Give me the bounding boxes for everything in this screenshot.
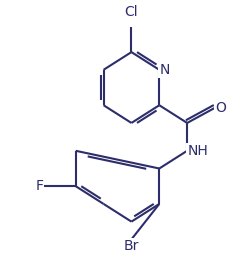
Text: Cl: Cl bbox=[125, 5, 138, 19]
Text: O: O bbox=[215, 101, 226, 115]
Text: NH: NH bbox=[187, 144, 208, 158]
Text: F: F bbox=[35, 179, 43, 193]
Text: Br: Br bbox=[124, 239, 139, 253]
Text: N: N bbox=[159, 63, 170, 77]
